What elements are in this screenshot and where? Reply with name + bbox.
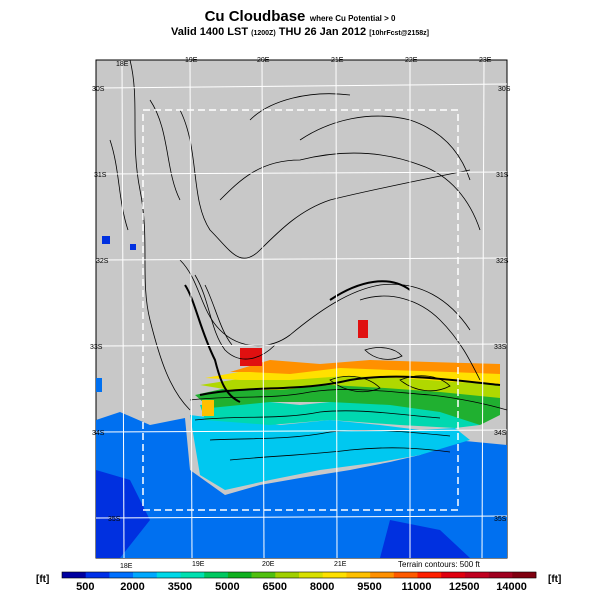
lon-label-bottom: 18E (120, 563, 133, 570)
lat-label-left: 30S (92, 86, 105, 93)
lat-label-left: 31S (94, 172, 107, 179)
terrain-contours-bold (184, 280, 501, 403)
colorbar-swatch (109, 572, 134, 578)
inner-domain-box (142, 109, 459, 511)
chart-subtitle: Valid 1400 LST (1200Z) THU 26 Jan 2012 [… (0, 26, 600, 38)
colorbar-swatch (441, 572, 466, 578)
lat-label-right: 30S (498, 86, 511, 93)
colorbar-label: 500 (76, 581, 95, 593)
lon-label-top: 18E (116, 61, 129, 68)
cloudbase-red-cell-1 (240, 348, 262, 366)
cloudbase-blue-cell-3 (96, 378, 102, 392)
lon-label-top: 20E (257, 57, 270, 64)
lat-label-right: 31S (496, 172, 509, 179)
colorbar-swatch (156, 572, 181, 578)
cloudbase-blue-cell (102, 236, 110, 244)
lon-label-bottom: 21E (334, 561, 347, 568)
lat-label-left: 34S (92, 430, 105, 437)
colorbar-label: 12500 (448, 581, 480, 593)
lon-label-top: 19E (185, 57, 198, 64)
lon-labels-top: 18E 19E 20E 21E 22E 23E (116, 57, 492, 68)
colorbar-swatch (133, 572, 158, 578)
colorbar-swatch (417, 572, 442, 578)
colorbar-swatch (62, 572, 86, 578)
colorbar-unit-left: [ft] (36, 574, 50, 585)
colorbar-swatch (180, 572, 205, 578)
colorbar-swatch (204, 572, 229, 578)
cloudbase-orange-cell (202, 400, 214, 416)
colorbar-swatch (370, 572, 395, 578)
colorbar-swatch (346, 572, 371, 578)
lon-label-top: 21E (331, 57, 344, 64)
title-qualifier: where Cu Potential > 0 (309, 14, 396, 23)
lat-labels-right: 30S 31S 32S 33S 34S 35S (494, 86, 511, 523)
colorbar-swatch (322, 572, 347, 578)
forecast-info: [10hrFcst@2158z] (369, 30, 429, 37)
cloudbase-blue-cell-2 (130, 244, 136, 250)
lon-label-bottom: 19E (192, 561, 205, 568)
lat-label-right: 35S (494, 516, 507, 523)
colorbar-label: 2000 (120, 581, 145, 593)
terrain-contours (109, 59, 508, 461)
colorbar-swatch (275, 572, 300, 578)
lat-lon-grid (95, 59, 508, 559)
colorbar-swatch (512, 572, 537, 578)
cloudbase-orange (230, 360, 500, 374)
colorbar-frame (61, 571, 537, 579)
chart-title: Cu Cloudbase where Cu Potential > 0 (0, 8, 600, 26)
run-time: (1200Z) (251, 30, 276, 37)
colorbar-label: 3500 (167, 581, 193, 593)
colorbar-swatch (85, 572, 110, 578)
valid-time: Valid 1400 LST (171, 26, 249, 38)
lon-label-top: 23E (479, 57, 492, 64)
lat-label-right: 34S (494, 430, 507, 437)
colorbar-swatch (464, 572, 489, 578)
colorbar-swatch (227, 572, 252, 578)
lat-label-right: 33S (494, 344, 507, 351)
colorbar-label: 14000 (496, 581, 527, 593)
colorbar-label: 6500 (262, 581, 287, 593)
lon-label-top: 22E (405, 57, 418, 64)
lat-labels-left: 30S 31S 32S 33S 34S 35S (90, 86, 121, 523)
colorbar-swatch (393, 572, 418, 578)
lat-label-left: 33S (90, 344, 103, 351)
lon-label-bottom: 20E (262, 561, 275, 568)
lat-label-left: 35S (108, 516, 121, 523)
colorbar-label: 9500 (357, 581, 382, 593)
lat-label-left: 32S (96, 258, 109, 265)
lat-label-right: 32S (496, 258, 509, 265)
cloudbase-low-area (96, 412, 507, 558)
cloudbase-deep-blue (96, 470, 470, 558)
colorbar-swatch (251, 572, 276, 578)
colorbar-swatch (488, 572, 513, 578)
colorbar (61, 571, 537, 579)
colorbar-label: 8000 (309, 581, 335, 593)
forecast-date: THU 26 Jan 2012 (278, 26, 367, 38)
title-main: Cu Cloudbase (204, 8, 306, 25)
cloudbase-green (195, 382, 500, 425)
colorbar-label: 5000 (215, 581, 240, 593)
colorbar-swatch (299, 572, 323, 578)
terrain-contour-note: Terrain contours: 500 ft (398, 560, 480, 569)
lon-labels-bottom: 18E 19E 20E 21E (120, 561, 347, 570)
colorbar-label: 11000 (401, 581, 432, 593)
cloudbase-red-cell-2 (358, 320, 368, 338)
colorbar-unit-right: [ft] (548, 574, 562, 585)
